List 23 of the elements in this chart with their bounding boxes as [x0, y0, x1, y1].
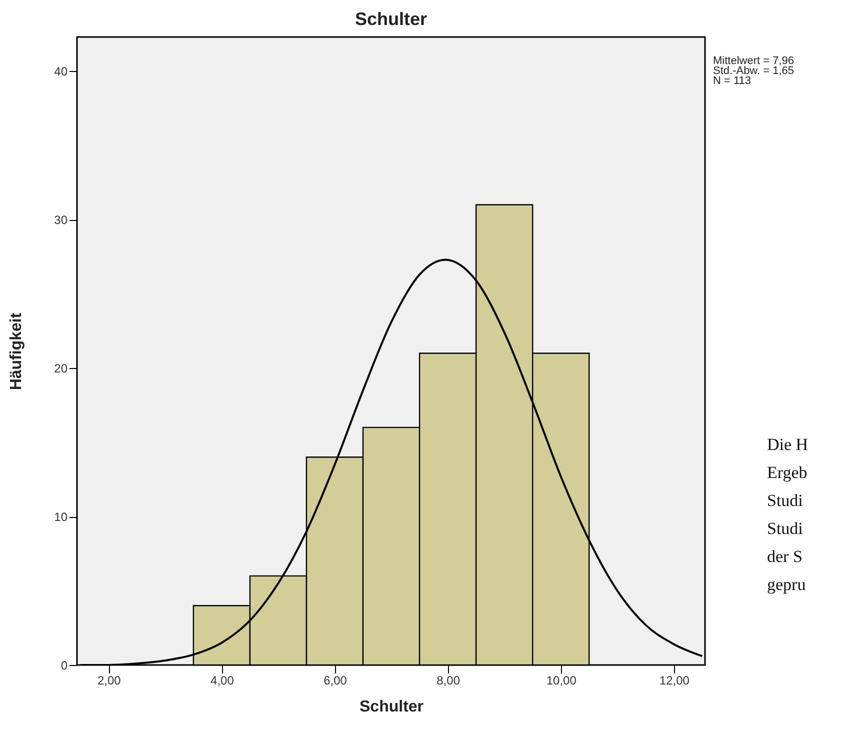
x-tick-label: 10,00 [546, 674, 577, 688]
chart-title: Schulter [354, 9, 428, 29]
text: Ergeb [767, 463, 808, 482]
text: N = 113 [713, 75, 752, 87]
text: Std.-Abw. = 1,65 [713, 65, 794, 77]
text: Mittelwert = 7,96 [713, 55, 794, 67]
x-tick-label: 6,00 [324, 674, 348, 688]
y-axis-title: Häufigkeit [8, 312, 26, 390]
x-tick-label: 12,00 [659, 674, 690, 688]
y-tick-label: 20 [54, 362, 68, 376]
x-tick-label: 4,00 [210, 674, 234, 688]
y-tick-label: 0 [60, 658, 68, 672]
y-tick-label: 10 [54, 510, 68, 524]
x-tick-label: 2,00 [97, 674, 122, 688]
text: Studi [767, 491, 804, 510]
y-tick-label: 40 [54, 64, 68, 79]
text: Die H [767, 435, 808, 454]
x-axis-title: Schulter [359, 698, 424, 716]
x-tick-label: 8,00 [436, 674, 460, 688]
y-tick-label: 30 [54, 213, 68, 228]
text: gepru [767, 575, 806, 594]
text: Studi [767, 519, 804, 538]
text: der S [767, 547, 802, 566]
